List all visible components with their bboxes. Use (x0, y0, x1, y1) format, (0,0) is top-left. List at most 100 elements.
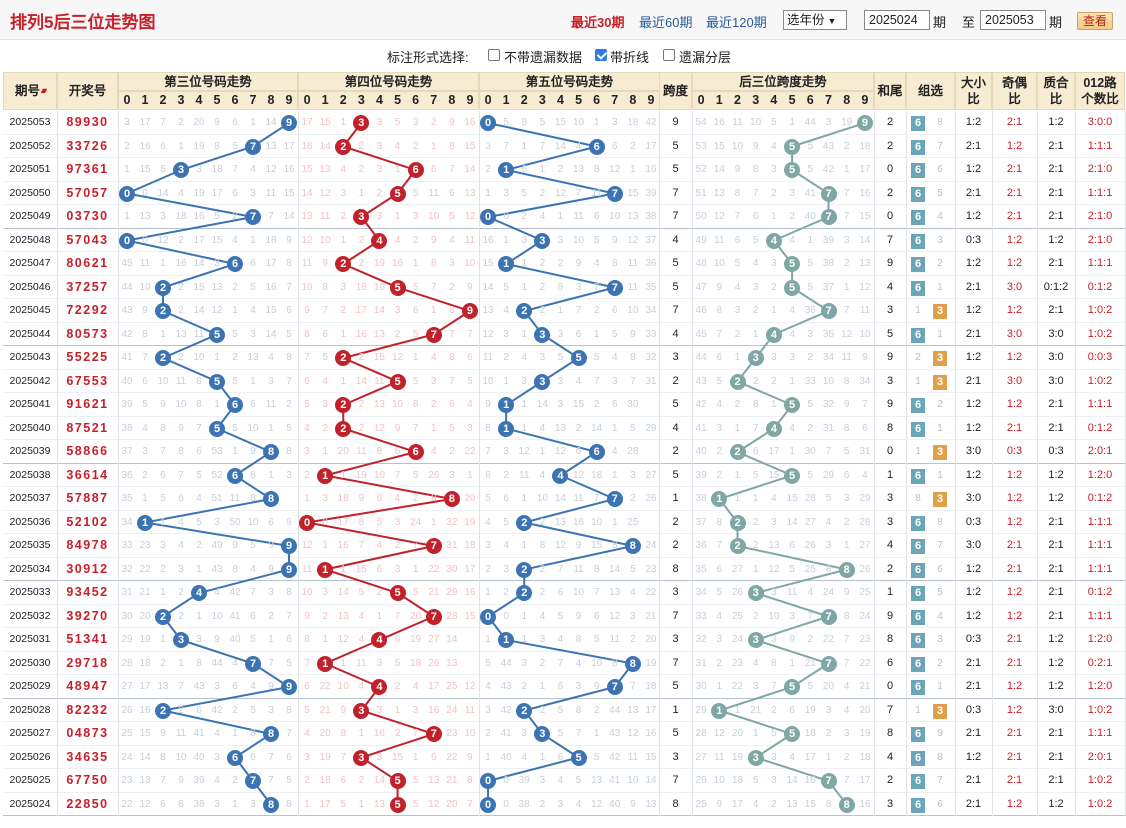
p3-omission-cell: 9 (214, 117, 220, 128)
p3-omission-cell: 18 (265, 234, 277, 246)
prime-comp-cell: 2:1 (1048, 304, 1064, 316)
sp-ball: 5 (784, 162, 801, 178)
p5-omission-cell: 0 (503, 775, 509, 786)
p3-ball: 9 (281, 561, 297, 578)
query-button[interactable]: 查看 (1077, 12, 1113, 30)
sum-tail-cell: 2 (886, 116, 894, 128)
range-120-link[interactable]: 最近120期 (706, 15, 767, 30)
p3-omission-cell: 1 (232, 446, 238, 457)
p4-omission-cell: 10 (301, 587, 313, 598)
issue-header-label[interactable]: 期号 (14, 84, 40, 98)
column-divider (659, 111, 660, 816)
range-60-link[interactable]: 最近60期 (639, 15, 693, 30)
p5-omission-cell: 4 (539, 610, 546, 622)
sp-ball: 5 (784, 256, 801, 272)
p3-omission-cell: 1 (250, 117, 256, 128)
sp-omission-cell: 5 (771, 728, 777, 739)
p3-omission-cell: 1 (250, 234, 256, 246)
pos5-header-digit: 2 (520, 93, 528, 107)
sp-omission-cell: 1 (843, 281, 850, 293)
sp-omission-cell: 16 (859, 798, 871, 810)
sum-tail-cell: 7 (886, 703, 894, 716)
p4-omission-cell: 15 (301, 164, 313, 175)
p4-omission-cell: 17 (355, 305, 367, 316)
p4-omission-cell: 18 (319, 775, 331, 786)
sp-omission-cell: 6 (789, 704, 795, 716)
checkbox-omission-layer[interactable] (663, 49, 675, 61)
big-small-cell: 2:1 (965, 656, 982, 669)
p5-omission-cell: 14 (536, 399, 548, 410)
p5-ball: 2 (516, 585, 533, 601)
group6-badge: 6 (911, 186, 925, 202)
year-select[interactable]: 选年份 ▼ (783, 10, 847, 30)
p5-omission-cell: 3 (521, 375, 528, 387)
draw-cell: 67750 (66, 773, 109, 787)
draw-cell: 87521 (66, 420, 109, 435)
p3-omission-cell: 4 (142, 422, 148, 434)
p5-omission-cell: 15 (554, 117, 566, 128)
group6-omission: 1 (915, 375, 921, 387)
p3-omission-cell: 6 (250, 399, 256, 410)
p5-omission-cell: 12 (554, 187, 566, 199)
p3-omission-cell: 33 (121, 540, 133, 551)
sp-omission-cell: 3 (789, 352, 795, 363)
sp-omission-cell: 7 (843, 634, 850, 645)
sp-omission-cell: 1 (789, 117, 795, 128)
to-issue-input[interactable]: 2025053 (980, 10, 1046, 30)
group3-omission: 7 (937, 775, 943, 786)
span-cell: 1 (672, 492, 679, 504)
p5-omission-cell: 16 (572, 516, 585, 528)
p4-omission-cell: 10 (464, 728, 476, 739)
sp-omission-cell: 5 (789, 563, 795, 575)
p3-omission-cell: 7 (196, 422, 202, 434)
checkbox-with-polyline[interactable] (595, 49, 607, 61)
p3-omission-cell: 1 (178, 657, 184, 669)
sp-omission-cell: 42 (822, 164, 835, 175)
draw-cell: 51341 (66, 632, 109, 646)
p4-omission-cell: 5 (322, 352, 328, 363)
p5-omission-cell: 3 (521, 657, 528, 669)
p5-omission-cell: 13 (645, 798, 657, 810)
sp-omission-cell: 9 (862, 352, 868, 363)
p4-omission-cell: 15 (464, 610, 476, 622)
p5-omission-cell: 41 (500, 728, 512, 739)
p3-omission-cell: 12 (211, 305, 223, 316)
group3-badge: 3 (933, 374, 947, 390)
p3-omission-cell: 13 (139, 211, 151, 222)
p4-omission-cell: 16 (355, 328, 367, 340)
sort-icon[interactable]: ▴▾ (40, 86, 47, 95)
span-cell: 5 (672, 257, 679, 269)
p4-omission-cell: 14 (301, 187, 313, 199)
p3-omission-cell: 42 (211, 704, 223, 716)
p4-omission-cell: 4 (358, 681, 365, 692)
sp-ball: 2 (729, 514, 746, 531)
sp-omission-cell: 13 (786, 798, 798, 810)
p4-omission-cell: 8 (358, 516, 365, 528)
group3-omission: 1 (937, 681, 943, 692)
options-label: 标注形式选择: (387, 50, 469, 65)
sp-omission-cell: 5 (807, 258, 814, 269)
pos4-header-digit: 8 (448, 93, 456, 107)
p3-omission-cell: 3 (160, 211, 166, 222)
p5-ball: 7 (606, 491, 623, 507)
sp-omission-cell: 25 (731, 610, 744, 622)
p4-omission-cell: 25 (446, 681, 458, 692)
odd-even-cell: 1:2 (1006, 398, 1023, 410)
from-issue-input[interactable]: 2025024 (864, 10, 930, 30)
p4-omission-cell: 5 (412, 775, 419, 786)
issue-cell: 2025053 (9, 116, 51, 128)
sp-omission-cell: 15 (768, 469, 780, 481)
p3-omission-cell: 7 (160, 775, 166, 786)
p3-omission-cell: 14 (265, 328, 277, 340)
p4-omission-cell: 2 (358, 352, 365, 363)
p3-omission-cell: 35 (121, 493, 133, 504)
p4-omission-cell: 32 (446, 516, 458, 528)
range-30-link[interactable]: 最近30期 (571, 15, 625, 30)
sp-omission-cell: 31 (859, 446, 871, 457)
sp-omission-cell: 15 (859, 211, 871, 222)
sp-omission-cell: 14 (786, 516, 798, 528)
p5-ball: 2 (516, 561, 533, 578)
sp-omission-cell: 8 (752, 399, 759, 410)
checkbox-no-omission[interactable] (488, 49, 500, 61)
mod3-cell: 2:0:1 (1087, 445, 1113, 457)
